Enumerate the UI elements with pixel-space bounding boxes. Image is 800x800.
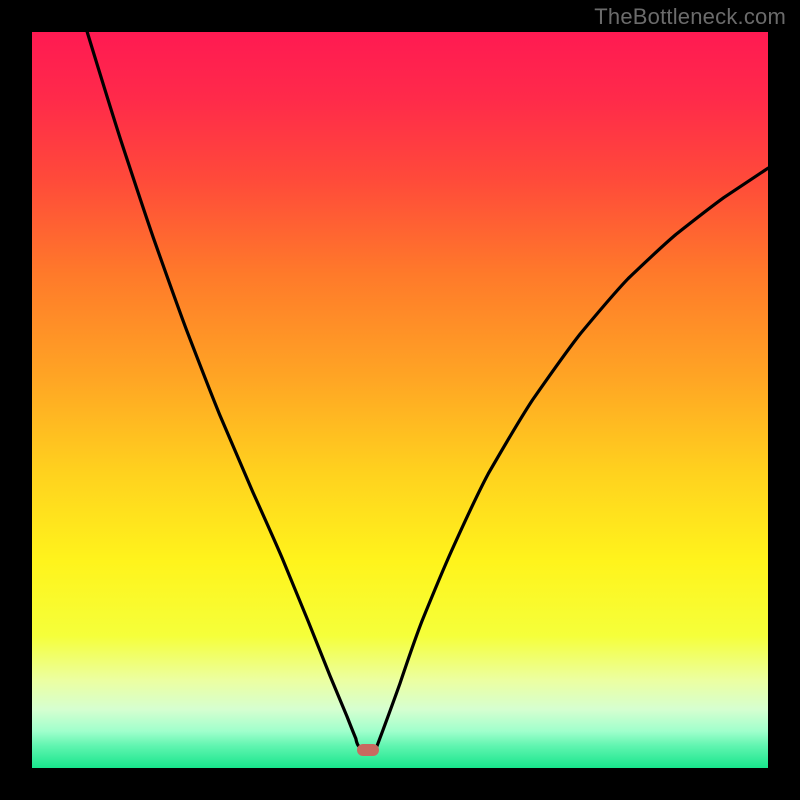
watermark-text: TheBottleneck.com	[594, 4, 786, 30]
bottleneck-curve	[32, 32, 768, 768]
vertex-marker	[357, 744, 379, 756]
plot-area	[32, 32, 768, 768]
